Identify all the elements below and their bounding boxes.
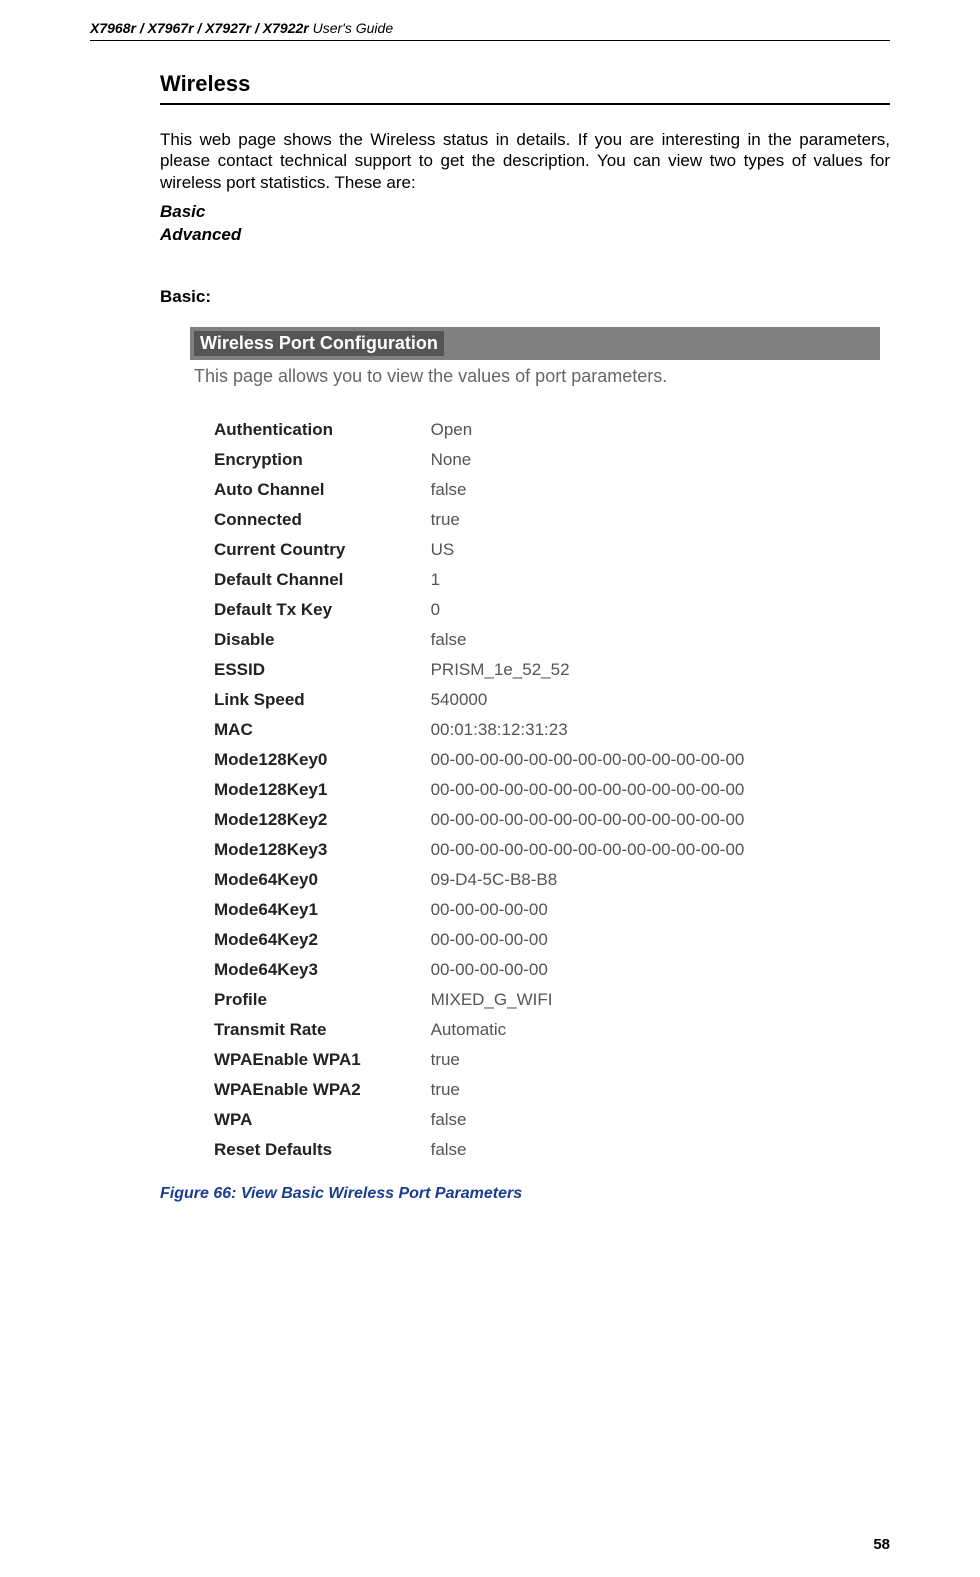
parameters-table: AuthenticationOpenEncryptionNoneAuto Cha… — [190, 415, 880, 1165]
param-label: ESSID — [190, 655, 425, 685]
model-numbers: X7968r / X7967r / X7927r / X7922r — [90, 20, 309, 36]
type-basic: Basic — [160, 201, 890, 224]
param-value: 09-D4-5C-B8-B8 — [425, 865, 880, 895]
type-advanced: Advanced — [160, 224, 890, 247]
table-row: Auto Channelfalse — [190, 475, 880, 505]
table-row: Default Channel1 — [190, 565, 880, 595]
sub-heading-basic: Basic: — [160, 287, 890, 307]
param-label: Mode64Key1 — [190, 895, 425, 925]
table-row: AuthenticationOpen — [190, 415, 880, 445]
param-label: Transmit Rate — [190, 1015, 425, 1045]
param-value: 00-00-00-00-00-00-00-00-00-00-00-00-00 — [425, 835, 880, 865]
param-value: 00-00-00-00-00 — [425, 925, 880, 955]
param-label: Disable — [190, 625, 425, 655]
param-label: Current Country — [190, 535, 425, 565]
table-row: Disablefalse — [190, 625, 880, 655]
table-row: Mode128Key000-00-00-00-00-00-00-00-00-00… — [190, 745, 880, 775]
param-value: Automatic — [425, 1015, 880, 1045]
panel-title-text: Wireless Port Configuration — [194, 331, 444, 356]
param-value: 00-00-00-00-00-00-00-00-00-00-00-00-00 — [425, 745, 880, 775]
type-list: Basic Advanced — [160, 201, 890, 247]
param-label: Authentication — [190, 415, 425, 445]
section-body-text: This web page shows the Wireless status … — [160, 129, 890, 193]
table-row: ProfileMIXED_G_WIFI — [190, 985, 880, 1015]
param-label: WPA — [190, 1105, 425, 1135]
param-value: 540000 — [425, 685, 880, 715]
param-value: false — [425, 1105, 880, 1135]
document-header: X7968r / X7967r / X7927r / X7922r User's… — [90, 20, 890, 41]
param-label: Link Speed — [190, 685, 425, 715]
param-value: 00-00-00-00-00-00-00-00-00-00-00-00-00 — [425, 775, 880, 805]
table-row: Mode128Key200-00-00-00-00-00-00-00-00-00… — [190, 805, 880, 835]
param-value: 00-00-00-00-00-00-00-00-00-00-00-00-00 — [425, 805, 880, 835]
param-value: false — [425, 475, 880, 505]
table-row: Link Speed540000 — [190, 685, 880, 715]
param-value: 0 — [425, 595, 880, 625]
table-row: Mode128Key100-00-00-00-00-00-00-00-00-00… — [190, 775, 880, 805]
param-value: 00:01:38:12:31:23 — [425, 715, 880, 745]
param-value: 00-00-00-00-00 — [425, 955, 880, 985]
table-row: ESSIDPRISM_1e_52_52 — [190, 655, 880, 685]
figure-caption: Figure 66: View Basic Wireless Port Para… — [160, 1185, 890, 1203]
param-label: WPAEnable WPA1 — [190, 1045, 425, 1075]
param-value: false — [425, 1135, 880, 1165]
param-value: PRISM_1e_52_52 — [425, 655, 880, 685]
param-value: Open — [425, 415, 880, 445]
table-row: Reset Defaultsfalse — [190, 1135, 880, 1165]
param-label: Mode128Key2 — [190, 805, 425, 835]
table-row: WPAfalse — [190, 1105, 880, 1135]
table-row: Mode64Key200-00-00-00-00 — [190, 925, 880, 955]
page-container: X7968r / X7967r / X7927r / X7922r User's… — [0, 0, 980, 1577]
table-row: EncryptionNone — [190, 445, 880, 475]
param-label: Reset Defaults — [190, 1135, 425, 1165]
param-value: false — [425, 625, 880, 655]
param-label: Mode128Key1 — [190, 775, 425, 805]
parameters-tbody: AuthenticationOpenEncryptionNoneAuto Cha… — [190, 415, 880, 1165]
param-label: WPAEnable WPA2 — [190, 1075, 425, 1105]
table-row: MAC00:01:38:12:31:23 — [190, 715, 880, 745]
param-label: Mode64Key2 — [190, 925, 425, 955]
param-value: 00-00-00-00-00 — [425, 895, 880, 925]
param-label: Mode64Key3 — [190, 955, 425, 985]
table-row: Mode64Key009-D4-5C-B8-B8 — [190, 865, 880, 895]
param-value: true — [425, 1045, 880, 1075]
table-row: Transmit RateAutomatic — [190, 1015, 880, 1045]
table-row: WPAEnable WPA2true — [190, 1075, 880, 1105]
param-label: Profile — [190, 985, 425, 1015]
param-value: true — [425, 1075, 880, 1105]
param-label: Encryption — [190, 445, 425, 475]
param-label: Default Tx Key — [190, 595, 425, 625]
section-title: Wireless — [160, 71, 890, 105]
param-label: MAC — [190, 715, 425, 745]
param-value: MIXED_G_WIFI — [425, 985, 880, 1015]
table-row: Connectedtrue — [190, 505, 880, 535]
param-label: Auto Channel — [190, 475, 425, 505]
table-row: Default Tx Key0 — [190, 595, 880, 625]
wireless-config-panel: Wireless Port Configuration This page al… — [190, 327, 880, 1165]
table-row: Mode64Key100-00-00-00-00 — [190, 895, 880, 925]
param-value: None — [425, 445, 880, 475]
param-label: Default Channel — [190, 565, 425, 595]
param-value: 1 — [425, 565, 880, 595]
header-suffix: User's Guide — [309, 20, 393, 36]
table-row: Mode128Key300-00-00-00-00-00-00-00-00-00… — [190, 835, 880, 865]
param-value: US — [425, 535, 880, 565]
table-row: WPAEnable WPA1true — [190, 1045, 880, 1075]
param-label: Mode128Key0 — [190, 745, 425, 775]
page-number: 58 — [873, 1536, 890, 1553]
param-label: Mode128Key3 — [190, 835, 425, 865]
panel-description: This page allows you to view the values … — [190, 362, 880, 415]
param-label: Connected — [190, 505, 425, 535]
panel-title-bar: Wireless Port Configuration — [190, 327, 880, 360]
param-label: Mode64Key0 — [190, 865, 425, 895]
table-row: Current CountryUS — [190, 535, 880, 565]
param-value: true — [425, 505, 880, 535]
table-row: Mode64Key300-00-00-00-00 — [190, 955, 880, 985]
